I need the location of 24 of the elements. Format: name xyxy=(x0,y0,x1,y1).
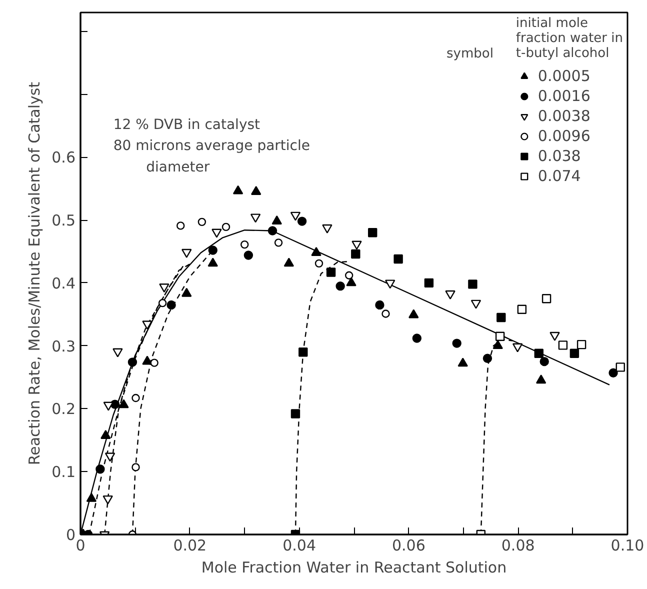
annotation: diameter xyxy=(146,160,210,176)
y-tick-label: 0.5 xyxy=(52,212,76,230)
y-axis-title: Reaction Rate, Moles/Minute Equivalent of Catalyst xyxy=(26,82,44,466)
annotation: 80 microns average particle xyxy=(113,138,310,154)
x-axis-title: Mole Fraction Water in Reactant Solution xyxy=(201,558,507,576)
x-tick-label: 0.04 xyxy=(282,536,316,554)
x-tick-label: 0.10 xyxy=(610,536,644,554)
legend-title: initial mole fraction water in t-butyl alcohol xyxy=(516,16,623,61)
legend-label: 0.0016 xyxy=(538,87,590,105)
x-tick-label: 0.06 xyxy=(392,536,426,554)
x-tick-label: 0.08 xyxy=(501,536,535,554)
y-tick-label: 0.4 xyxy=(52,274,76,292)
annotation: 12 % DVB in catalyst xyxy=(113,116,261,133)
text: 0.02 xyxy=(173,536,207,554)
legend-label: 0.0096 xyxy=(538,127,590,145)
legend-label: 0.0005 xyxy=(538,67,590,85)
y-tick-label: 0.3 xyxy=(52,337,76,356)
legend-label: 0.074 xyxy=(538,167,581,185)
legend-label: 0.0038 xyxy=(538,107,590,125)
annotation: symbol xyxy=(446,46,494,62)
y-tick-label: 0.1 xyxy=(52,463,76,482)
legend-label: 0.038 xyxy=(538,147,581,165)
y-tick-label: 0.2 xyxy=(52,400,76,418)
y-tick-label: 0.6 xyxy=(52,148,76,167)
